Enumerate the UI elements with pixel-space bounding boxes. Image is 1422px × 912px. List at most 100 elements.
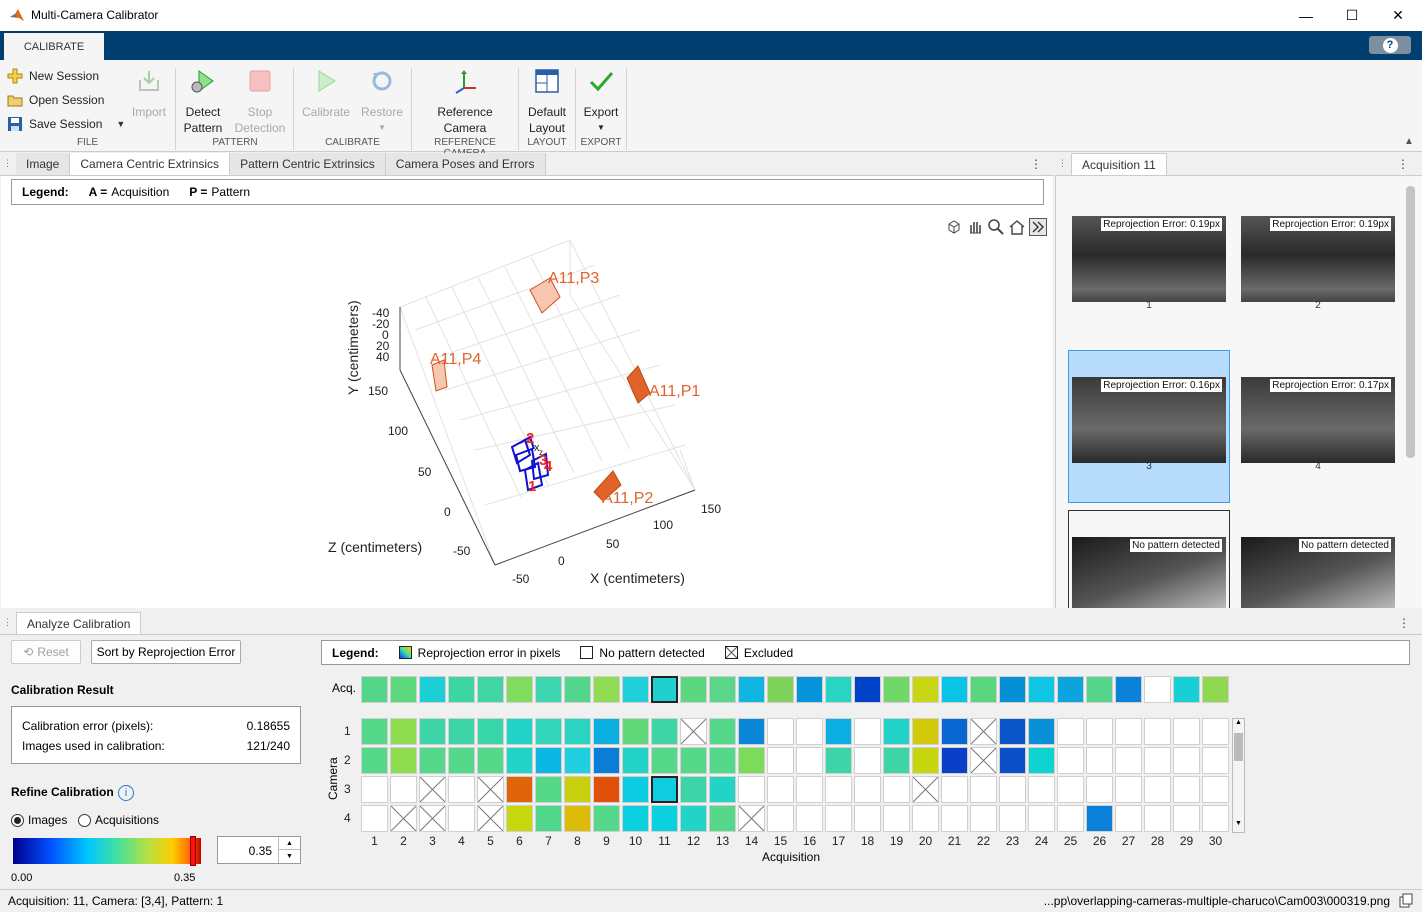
acq-cell[interactable] — [999, 676, 1026, 703]
grid-cell[interactable] — [1057, 776, 1084, 803]
import-button[interactable]: Import — [127, 68, 171, 120]
grid-cell[interactable] — [796, 776, 823, 803]
grid-cell[interactable] — [1115, 776, 1142, 803]
grid-cell[interactable] — [390, 776, 417, 803]
grid-cell[interactable] — [390, 805, 417, 832]
tab-image[interactable]: Image — [16, 153, 71, 175]
grid-cell[interactable] — [738, 805, 765, 832]
grid-cell[interactable] — [361, 776, 388, 803]
acq-cell[interactable] — [419, 676, 446, 703]
expand-toolbar-icon[interactable] — [1029, 218, 1047, 236]
acquisition-thumbnail-5[interactable]: No pattern detected — [1072, 537, 1226, 608]
grid-cell[interactable] — [796, 747, 823, 774]
grid-cell[interactable] — [825, 805, 852, 832]
grid-cell[interactable] — [738, 776, 765, 803]
grid-cell[interactable] — [854, 776, 881, 803]
open-session-button[interactable]: Open Session — [7, 92, 104, 108]
new-session-button[interactable]: New Session — [7, 68, 99, 84]
grid-cell[interactable] — [767, 718, 794, 745]
grid-cell[interactable] — [941, 747, 968, 774]
drag-handle-icon[interactable]: ⋮ — [3, 158, 12, 168]
grid-cell[interactable] — [1202, 805, 1229, 832]
grid-cell[interactable] — [767, 805, 794, 832]
grid-cell[interactable] — [1202, 776, 1229, 803]
close-button[interactable]: ✕ — [1392, 7, 1404, 23]
grid-cell[interactable] — [1202, 747, 1229, 774]
grid-cell[interactable] — [1028, 805, 1055, 832]
grid-cell[interactable] — [535, 805, 562, 832]
grid-cell[interactable] — [593, 747, 620, 774]
grid-cell[interactable] — [593, 805, 620, 832]
sort-by-error-button[interactable]: Sort by Reprojection Error — [91, 640, 241, 664]
acquisition-thumbnail-6[interactable]: No pattern detected — [1241, 537, 1395, 608]
scroll-down-icon[interactable]: ▼ — [1235, 820, 1242, 827]
threshold-spinner[interactable]: 0.35 ▲ ▼ — [217, 836, 301, 864]
grid-cell[interactable] — [999, 747, 1026, 774]
grid-cell[interactable] — [854, 747, 881, 774]
grid-cell[interactable] — [535, 718, 562, 745]
grid-cell[interactable] — [535, 776, 562, 803]
info-icon[interactable]: i — [118, 785, 134, 801]
grid-cell[interactable] — [1057, 718, 1084, 745]
grid-cell[interactable] — [448, 776, 475, 803]
acq-cell[interactable] — [1144, 676, 1171, 703]
grid-cell[interactable] — [680, 747, 707, 774]
grid-cell[interactable] — [796, 718, 823, 745]
grid-cell[interactable] — [1115, 718, 1142, 745]
default-layout-button[interactable]: Default Layout — [524, 68, 570, 136]
grid-cell[interactable] — [883, 718, 910, 745]
acq-cell[interactable] — [535, 676, 562, 703]
acq-cell[interactable] — [1057, 676, 1084, 703]
grid-cell[interactable] — [1173, 718, 1200, 745]
grid-cell[interactable] — [361, 747, 388, 774]
grid-cell[interactable] — [912, 718, 939, 745]
grid-cell[interactable] — [622, 805, 649, 832]
copy-path-icon[interactable] — [1398, 893, 1414, 909]
grid-cell[interactable] — [1028, 747, 1055, 774]
grid-scrollbar[interactable]: ▲ ▼ — [1232, 718, 1245, 833]
detect-pattern-button[interactable]: Detect Pattern — [180, 68, 226, 136]
grid-cell[interactable] — [506, 805, 533, 832]
grid-cell[interactable] — [506, 718, 533, 745]
grid-cell[interactable] — [419, 805, 446, 832]
tab-calibrate[interactable]: CALIBRATE — [4, 33, 104, 60]
grid-cell[interactable] — [680, 805, 707, 832]
acq-cell[interactable] — [1115, 676, 1142, 703]
acquisition-thumbnail-1[interactable]: Reprojection Error: 0.19px — [1072, 216, 1226, 302]
spinner-down-icon[interactable]: ▼ — [278, 850, 300, 863]
grid-cell[interactable] — [622, 747, 649, 774]
acq-cell[interactable] — [1202, 676, 1229, 703]
acq-cell[interactable] — [477, 676, 504, 703]
acq-cell[interactable] — [941, 676, 968, 703]
grid-cell[interactable] — [709, 747, 736, 774]
grid-cell[interactable] — [709, 805, 736, 832]
acq-cell[interactable] — [883, 676, 910, 703]
thumbnail-scrollbar[interactable] — [1406, 186, 1415, 458]
maximize-button[interactable]: ☐ — [1345, 7, 1359, 23]
grid-cell[interactable] — [477, 747, 504, 774]
grid-cell[interactable] — [564, 718, 591, 745]
acq-cell[interactable] — [651, 676, 678, 703]
grid-cell[interactable] — [651, 805, 678, 832]
acq-cell[interactable] — [361, 676, 388, 703]
radio-images[interactable]: Images — [11, 813, 67, 827]
grid-cell[interactable] — [941, 776, 968, 803]
pan-hand-icon[interactable] — [966, 218, 984, 236]
acquisition-thumbnail-3[interactable]: Reprojection Error: 0.16px — [1072, 377, 1226, 463]
threshold-slider-handle[interactable] — [190, 836, 196, 866]
grid-cell[interactable] — [970, 776, 997, 803]
acq-cell[interactable] — [825, 676, 852, 703]
grid-cell[interactable] — [854, 805, 881, 832]
grid-cell[interactable] — [1144, 718, 1171, 745]
acq-cell[interactable] — [912, 676, 939, 703]
acq-cell[interactable] — [506, 676, 533, 703]
collapse-toolstrip-icon[interactable]: ▲ — [1404, 136, 1414, 147]
grid-cell[interactable] — [1144, 747, 1171, 774]
grid-cell[interactable] — [1173, 776, 1200, 803]
grid-cell[interactable] — [651, 718, 678, 745]
acq-cell[interactable] — [854, 676, 881, 703]
acq-cell[interactable] — [448, 676, 475, 703]
grid-cell[interactable] — [912, 776, 939, 803]
grid-cell[interactable] — [419, 718, 446, 745]
grid-cell[interactable] — [767, 747, 794, 774]
